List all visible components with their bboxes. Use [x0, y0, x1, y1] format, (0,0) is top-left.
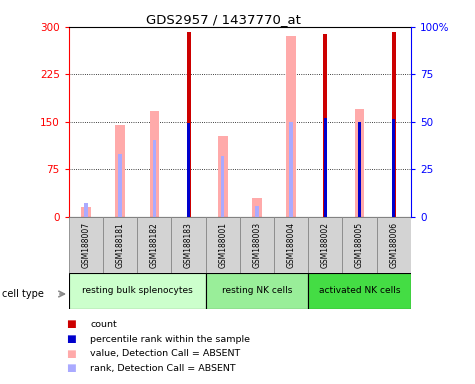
- Bar: [206, 217, 240, 273]
- Text: GSM188007: GSM188007: [82, 222, 90, 268]
- Bar: [392, 119, 395, 217]
- Text: GSM188183: GSM188183: [184, 222, 193, 268]
- Bar: [240, 217, 274, 273]
- Text: GSM188006: GSM188006: [390, 222, 398, 268]
- Text: activated NK cells: activated NK cells: [319, 286, 400, 295]
- Bar: [221, 156, 225, 217]
- Bar: [252, 198, 262, 217]
- Text: GDS2957 / 1437770_at: GDS2957 / 1437770_at: [146, 13, 301, 26]
- Bar: [69, 217, 103, 273]
- Text: resting bulk splenocytes: resting bulk splenocytes: [82, 286, 193, 295]
- Text: ■: ■: [66, 319, 76, 329]
- Bar: [103, 217, 137, 273]
- Bar: [377, 217, 411, 273]
- Bar: [84, 203, 88, 217]
- Bar: [342, 217, 377, 273]
- Bar: [206, 273, 308, 309]
- Bar: [324, 118, 327, 217]
- Bar: [115, 125, 125, 217]
- Text: GSM188004: GSM188004: [287, 222, 295, 268]
- Bar: [392, 32, 396, 217]
- Text: value, Detection Call = ABSENT: value, Detection Call = ABSENT: [90, 349, 240, 358]
- Bar: [274, 217, 308, 273]
- Bar: [289, 122, 293, 217]
- Text: GSM188182: GSM188182: [150, 222, 159, 268]
- Bar: [152, 140, 156, 217]
- Text: GSM188181: GSM188181: [116, 222, 124, 268]
- Bar: [187, 32, 190, 217]
- Bar: [150, 111, 159, 217]
- Text: GSM188005: GSM188005: [355, 222, 364, 268]
- Text: resting NK cells: resting NK cells: [222, 286, 292, 295]
- Bar: [308, 273, 411, 309]
- Bar: [187, 123, 190, 217]
- Bar: [171, 217, 206, 273]
- Bar: [81, 207, 91, 217]
- Text: GSM188001: GSM188001: [218, 222, 227, 268]
- Bar: [286, 36, 296, 217]
- Text: GSM188003: GSM188003: [253, 222, 261, 268]
- Text: rank, Detection Call = ABSENT: rank, Detection Call = ABSENT: [90, 364, 236, 373]
- Text: ■: ■: [66, 363, 76, 373]
- Bar: [255, 205, 259, 217]
- Bar: [69, 273, 206, 309]
- Text: ■: ■: [66, 334, 76, 344]
- Bar: [308, 217, 342, 273]
- Text: count: count: [90, 320, 117, 329]
- Text: percentile rank within the sample: percentile rank within the sample: [90, 334, 250, 344]
- Bar: [137, 217, 171, 273]
- Bar: [355, 109, 364, 217]
- Bar: [323, 34, 327, 217]
- Bar: [218, 136, 228, 217]
- Bar: [118, 154, 122, 217]
- Text: GSM188002: GSM188002: [321, 222, 330, 268]
- Text: ■: ■: [66, 349, 76, 359]
- Text: cell type: cell type: [2, 289, 44, 299]
- Bar: [358, 122, 361, 217]
